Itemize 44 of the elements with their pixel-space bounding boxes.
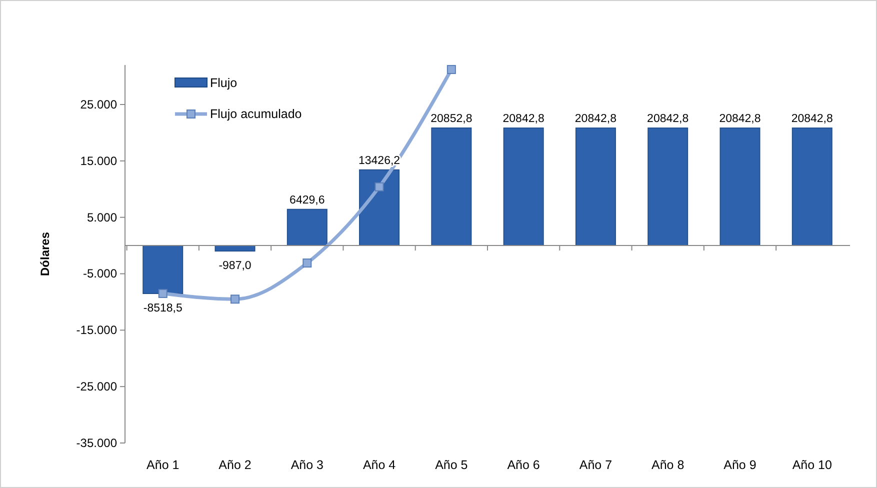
point [158, 288, 168, 298]
data-label: 20842,8 [502, 112, 544, 125]
x-tick-label: Año 6 [507, 458, 540, 472]
bar [359, 169, 400, 246]
x-tick-label: Año 1 [146, 458, 180, 472]
point [374, 182, 384, 192]
legend-label: Flujo acumulado [210, 107, 302, 121]
x-tick-label: Año 7 [579, 458, 612, 472]
x-tick-label: Año 8 [652, 458, 684, 472]
bar [575, 128, 616, 246]
y-tick-label: -35.000 [76, 436, 118, 450]
point [302, 258, 312, 268]
bar [648, 128, 688, 246]
legend-label: Flujo [210, 76, 238, 90]
data-label: 13426,2 [358, 154, 400, 167]
bar [431, 127, 472, 246]
x-tick-label: Año 3 [290, 458, 324, 472]
y-tick-label: -25.000 [76, 380, 118, 394]
bar [286, 208, 328, 246]
data-label: -8518,5 [143, 302, 182, 315]
bar [720, 128, 760, 246]
x-tick-label: Año 5 [435, 458, 468, 472]
data-label: 20852,8 [430, 112, 472, 125]
bar [503, 128, 544, 246]
y-tick-label: -15.000 [76, 323, 118, 338]
data-label: 20842,8 [574, 112, 616, 125]
data-label: 20842,8 [719, 112, 761, 125]
bar [792, 128, 832, 246]
point [446, 65, 456, 74]
point [230, 294, 240, 304]
data-label: 20842,8 [647, 112, 689, 125]
x-tick-label: Año 4 [362, 458, 396, 472]
y-axis-title: Dólares [38, 232, 52, 276]
data-label: -987,0 [218, 260, 252, 272]
y-tick-label: 25.000 [80, 97, 118, 112]
data-label: 20842,8 [791, 112, 833, 125]
x-tick-label: Año 9 [724, 458, 756, 472]
y-tick-label: -5.000 [82, 266, 118, 281]
x-tick-label: Año 2 [218, 458, 252, 472]
bar [142, 245, 184, 294]
x-tick-label: Año 10 [792, 458, 832, 472]
y-tick-label: 15.000 [80, 154, 118, 168]
y-tick-label: 5.000 [86, 210, 118, 224]
data-label: 6429,6 [290, 194, 325, 206]
